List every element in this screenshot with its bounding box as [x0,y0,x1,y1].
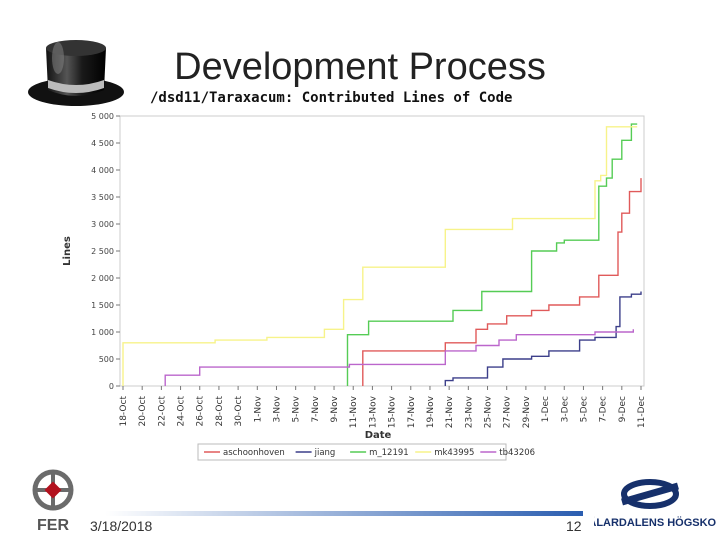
x-axis-label: Date [365,430,392,441]
legend-label-tb43206: tb43206 [499,448,535,458]
x-tick-label: 3-Nov [272,395,282,422]
x-tick-label: 30-Oct [234,396,244,427]
y-tick-label: 2 500 [91,247,114,256]
y-tick-label: 3 000 [91,220,114,229]
y-tick-label: 4 500 [91,139,114,148]
series-line-mk43995 [122,126,638,386]
x-tick-label: 9-Dec [618,396,628,422]
x-tick-label: 25-Nov [484,395,494,428]
x-tick-label: 27-Nov [503,395,513,428]
x-tick-label: 9-Nov [330,395,340,422]
top-hat-icon [28,40,124,106]
x-tick-label: 29-Nov [522,395,532,428]
y-tick-label: 3 500 [91,193,114,202]
y-tick-label: 500 [99,355,114,364]
x-tick-label: 7-Nov [311,395,321,422]
loc-line-chart: 0 500 1 000 1 500 2 000 2 500 3 000 3 500 4 000 4… [62,112,647,461]
x-tick-label: 5-Nov [292,395,302,422]
plot-area [119,115,645,387]
y-tick-label: 4 000 [91,166,114,175]
chart-title: /dsd11/Taraxacum: Contributed Lines of C… [150,90,513,106]
series-line-m_12191 [346,123,638,386]
x-tick-label: 18-Oct [119,396,129,427]
footer-date: 3/18/2018 [90,518,153,534]
fer-logo-text: FER [37,517,69,534]
x-tick-label: 24-Oct [177,396,187,427]
y-tick-label: 1 000 [91,328,114,337]
series-line-jiang [444,291,642,386]
x-tick-label: 26-Oct [196,396,206,427]
mdh-logo-text: MÄLARDALENS HÖGSKOLA [594,516,716,529]
x-tick-label: 1-Nov [253,395,263,422]
legend-label-jiang: jiang [314,448,336,458]
y-axis-label: Lines [62,236,73,266]
x-tick-label: 1-Dec [541,396,551,422]
x-tick-label: 15-Nov [388,395,398,428]
legend-label-mk43995: mk43995 [434,448,474,458]
page-number: 12 [566,518,582,534]
x-tick-label: 5-Dec [579,396,589,422]
y-tick-label: 1 500 [91,301,114,310]
series-line-aschoonhoven [362,178,642,386]
series-line-tb43206 [164,329,634,386]
x-tick-label: 28-Oct [215,396,225,427]
footer-divider [105,511,583,516]
x-tick-label: 23-Nov [464,395,474,428]
x-tick-label: 7-Dec [599,396,609,422]
legend-label-m_12191: m_12191 [369,448,409,458]
y-tick-label: 2 000 [91,274,114,283]
slide-title: Development Process [174,46,546,88]
x-tick-label: 22-Oct [157,396,167,427]
x-tick-label: 11-Nov [349,395,359,428]
x-tick-label: 21-Nov [445,395,455,428]
x-tick-label: 17-Nov [407,395,417,428]
y-tick-label: 0 [109,382,114,391]
mdh-logo-icon: MÄLARDALENS HÖGSKOLA [594,479,716,529]
x-tick-label: 11-Dec [637,396,647,428]
x-tick-label: 13-Nov [368,395,378,428]
x-tick-label: 20-Oct [138,396,148,427]
legend-label-aschoonhoven: aschoonhoven [223,448,285,458]
y-tick-label: 5 000 [91,112,114,121]
x-tick-label: 19-Nov [426,395,436,428]
x-tick-label: 3-Dec [560,396,570,422]
fer-logo-icon: FER [32,469,74,534]
